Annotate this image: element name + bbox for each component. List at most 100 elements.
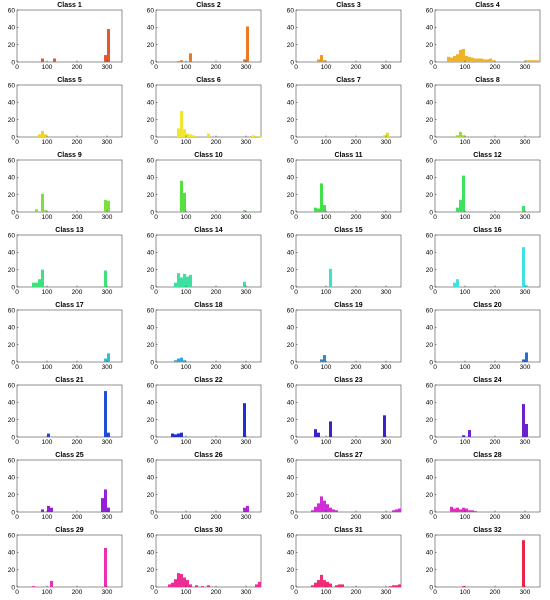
histogram-bar (456, 207, 459, 212)
subplot-title: Class 8 (475, 77, 500, 84)
histogram-bar (392, 585, 395, 587)
histogram-bar (107, 353, 110, 362)
histogram-bar (525, 352, 528, 362)
histogram-bar (534, 60, 537, 62)
subplot-21: Class 21 0 100 200 300 0 20 40 60 (8, 377, 123, 446)
subplot-25: Class 25 0 100 200 300 0 20 40 60 (8, 452, 123, 521)
y-tick-label: 20 (287, 417, 295, 424)
y-tick-label: 0 (150, 209, 154, 216)
subplot-16: Class 16 0 100 200 300 0 20 40 60 (426, 227, 541, 296)
x-tick-label: 100 (460, 139, 471, 146)
x-tick-label: 200 (351, 139, 362, 146)
x-tick-label: 100 (460, 364, 471, 371)
subplot-30: Class 30 0 100 200 300 0 20 40 60 (147, 527, 262, 596)
subplot-19: Class 19 0 100 200 300 0 20 40 60 (287, 302, 402, 371)
subplot-title: Class 30 (194, 527, 223, 534)
y-tick-label: 20 (147, 42, 155, 49)
y-tick-label: 60 (287, 232, 295, 239)
y-tick-label: 0 (429, 509, 433, 516)
axes-frame (295, 234, 402, 288)
histogram-bar (44, 210, 47, 212)
y-tick-label: 0 (11, 209, 15, 216)
x-tick-label: 100 (181, 64, 192, 71)
histogram-bar (522, 247, 525, 287)
x-tick-label: 0 (294, 214, 298, 221)
subplot-8: Class 8 0 100 200 300 0 20 40 60 (426, 77, 541, 146)
x-tick-label: 200 (490, 364, 501, 371)
x-tick-label: 100 (460, 589, 471, 596)
x-tick-label: 200 (490, 214, 501, 221)
histogram-bar (243, 59, 246, 62)
histogram-bar (104, 270, 107, 287)
histogram-bar (314, 506, 317, 512)
y-tick-label: 0 (290, 434, 294, 441)
x-tick-label: 200 (351, 439, 362, 446)
histogram-bar (392, 510, 395, 512)
histogram-bar (168, 584, 171, 587)
subplot-title: Class 17 (55, 302, 84, 309)
x-tick-label: 100 (42, 514, 53, 521)
histogram-bar (104, 199, 107, 212)
subplot-1: Class 1 0 100 200 300 0 20 40 60 (8, 2, 123, 71)
x-tick-label: 300 (102, 439, 113, 446)
x-tick-label: 100 (460, 214, 471, 221)
y-tick-label: 60 (147, 532, 155, 539)
y-tick-label: 60 (8, 157, 16, 164)
histogram-bar (243, 210, 246, 212)
histogram-bar (525, 285, 528, 287)
y-tick-label: 0 (150, 584, 154, 591)
y-tick-label: 40 (8, 550, 16, 557)
histogram-bar (456, 54, 459, 62)
x-tick-label: 200 (351, 214, 362, 221)
histogram-bar (252, 135, 255, 137)
x-tick-label: 0 (433, 214, 437, 221)
x-tick-label: 100 (321, 139, 332, 146)
x-tick-label: 0 (433, 514, 437, 521)
y-tick-label: 20 (147, 492, 155, 499)
histogram-bar (462, 135, 465, 137)
histogram-bar (323, 580, 326, 587)
x-tick-label: 200 (72, 139, 83, 146)
x-tick-label: 200 (211, 589, 222, 596)
axes-frame (295, 84, 402, 138)
y-tick-label: 60 (147, 157, 155, 164)
y-tick-label: 20 (147, 567, 155, 574)
histogram-bar (314, 207, 317, 212)
y-tick-label: 40 (426, 475, 434, 482)
histogram-bar (107, 507, 110, 512)
histogram-bar (207, 133, 210, 137)
x-tick-label: 0 (15, 214, 19, 221)
subplot-title: Class 23 (334, 377, 363, 384)
histogram-bar (192, 135, 195, 137)
y-tick-label: 60 (8, 382, 16, 389)
y-tick-label: 0 (290, 584, 294, 591)
histogram-bar (314, 582, 317, 587)
subplot-7: Class 7 0 100 200 300 0 20 40 60 (287, 77, 402, 146)
histogram-bar (320, 359, 323, 362)
histogram-bar (189, 134, 192, 137)
histogram-bar (50, 580, 53, 587)
x-tick-label: 300 (381, 64, 392, 71)
axes-frame (295, 309, 402, 363)
y-tick-label: 40 (8, 25, 16, 32)
histogram-bar (311, 585, 314, 587)
y-tick-label: 20 (147, 117, 155, 124)
subplot-title: Class 21 (55, 377, 84, 384)
x-tick-label: 300 (381, 589, 392, 596)
y-tick-label: 40 (8, 250, 16, 257)
subplot-17: Class 17 0 100 200 300 0 20 40 60 (8, 302, 123, 371)
subplot-14: Class 14 0 100 200 300 0 20 40 60 (147, 227, 262, 296)
x-tick-label: 100 (181, 139, 192, 146)
x-tick-label: 300 (102, 514, 113, 521)
y-tick-label: 0 (290, 209, 294, 216)
x-tick-label: 0 (433, 439, 437, 446)
x-tick-label: 200 (72, 214, 83, 221)
histogram-bar (107, 29, 110, 62)
x-tick-label: 200 (72, 589, 83, 596)
y-tick-label: 20 (8, 342, 16, 349)
y-tick-label: 0 (290, 59, 294, 66)
histogram-bar (395, 585, 398, 587)
histogram-bar (459, 199, 462, 212)
y-tick-label: 40 (147, 400, 155, 407)
x-tick-label: 300 (520, 514, 531, 521)
